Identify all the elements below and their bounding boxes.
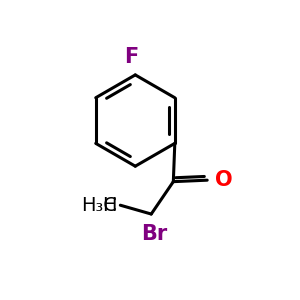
Text: F: F (124, 47, 138, 67)
Text: H₃C: H₃C (81, 196, 117, 215)
Text: Br: Br (141, 224, 167, 244)
Text: H: H (102, 196, 117, 215)
Text: O: O (215, 170, 233, 190)
